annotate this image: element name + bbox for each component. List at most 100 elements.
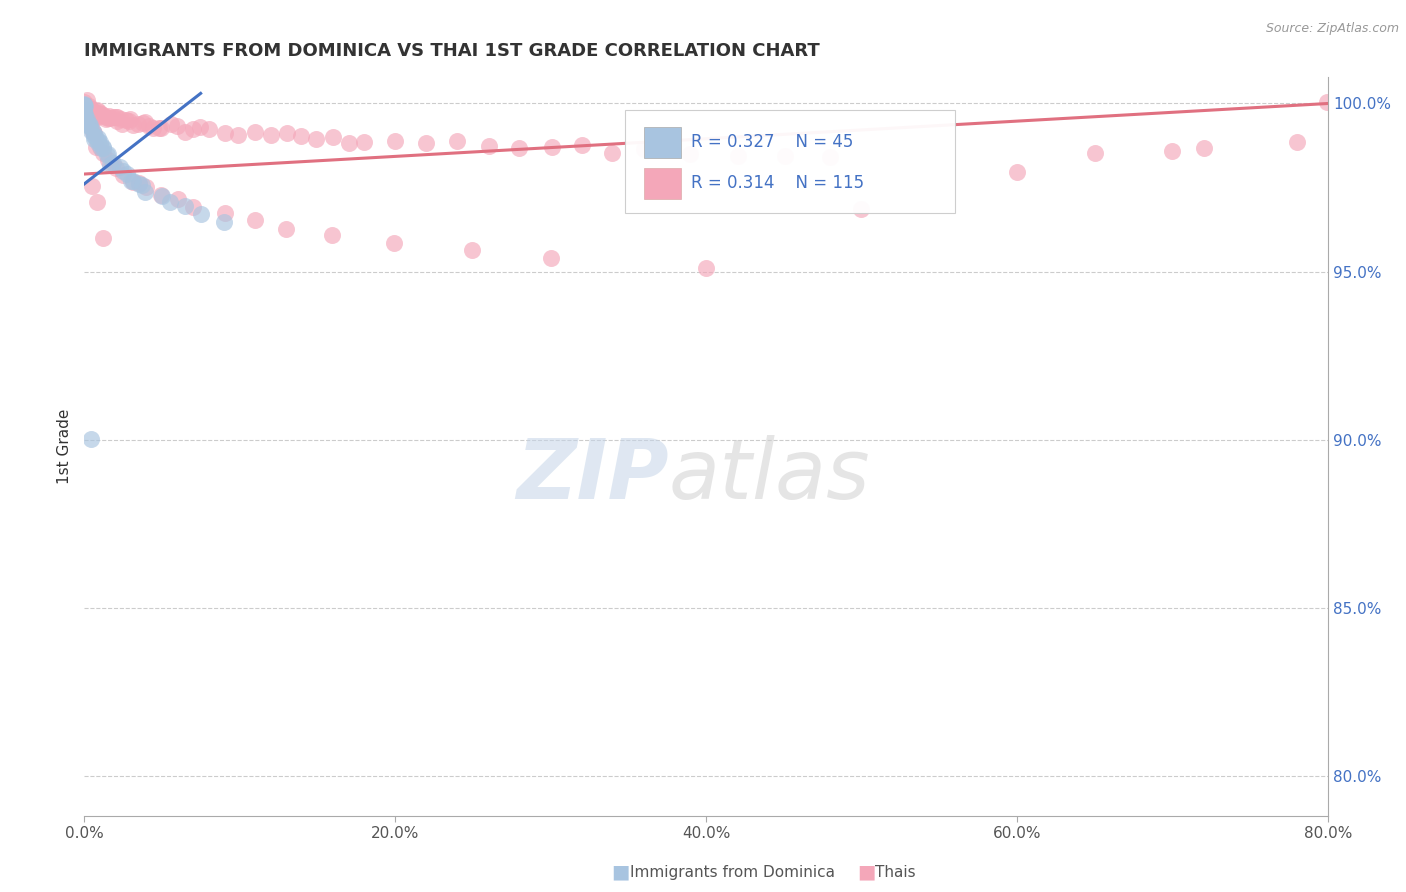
Point [73, 95, 96, 109]
Text: R = 0.327    N = 45: R = 0.327 N = 45 [692, 134, 853, 152]
Point [84, 128, 107, 143]
Point [290, 128, 312, 143]
Point [79, 119, 101, 133]
Point [128, 117, 150, 131]
Point [111, 164, 134, 178]
Point [73, 109, 96, 123]
Point [91, 139, 114, 153]
Point [86, 195, 108, 210]
Point [149, 188, 172, 202]
Point [134, 115, 156, 129]
Point [118, 114, 141, 128]
Point [382, 236, 405, 251]
Point [73, 103, 96, 117]
Point [173, 126, 195, 140]
Point [105, 114, 128, 128]
Point [73, 97, 96, 112]
Point [131, 116, 153, 130]
Point [80, 102, 103, 116]
Point [79, 102, 101, 116]
Point [107, 110, 129, 124]
Point [166, 120, 188, 134]
Point [87, 106, 110, 120]
Point [87, 136, 110, 151]
Point [571, 137, 593, 152]
Point [121, 175, 143, 189]
FancyBboxPatch shape [626, 110, 955, 213]
Text: ■: ■ [612, 863, 630, 882]
Point [77, 101, 100, 115]
Point [353, 135, 375, 149]
Point [446, 134, 468, 148]
Point [1084, 145, 1107, 160]
Point [76, 94, 98, 108]
Point [679, 146, 702, 161]
Point [80, 179, 103, 194]
Point [159, 117, 181, 131]
Text: Immigrants from Dominica: Immigrants from Dominica [630, 865, 835, 880]
Point [131, 178, 153, 192]
Point [79, 113, 101, 128]
Text: ■: ■ [858, 863, 876, 882]
Point [135, 180, 157, 194]
Point [82, 104, 104, 119]
Text: R = 0.314    N = 115: R = 0.314 N = 115 [692, 174, 865, 192]
Point [477, 139, 499, 153]
Point [82, 125, 104, 139]
Y-axis label: 1st Grade: 1st Grade [58, 409, 72, 484]
Point [110, 112, 132, 127]
Point [87, 110, 110, 124]
Point [1161, 144, 1184, 158]
Point [849, 202, 872, 216]
Point [75, 99, 97, 113]
Point [197, 121, 219, 136]
Point [183, 121, 205, 136]
Point [87, 134, 110, 148]
Point [89, 135, 111, 149]
Bar [644, 127, 681, 158]
Point [77, 120, 100, 134]
Point [76, 118, 98, 132]
Point [1192, 140, 1215, 154]
Point [83, 127, 105, 141]
Text: ZIP: ZIP [516, 435, 669, 516]
Point [80, 117, 103, 131]
Point [305, 131, 328, 145]
Point [214, 206, 236, 220]
Point [115, 112, 138, 127]
Point [91, 141, 114, 155]
Point [73, 98, 96, 112]
Point [82, 107, 104, 121]
Point [73, 102, 96, 116]
Point [166, 193, 188, 207]
Point [86, 131, 108, 145]
Point [128, 176, 150, 190]
Point [321, 228, 343, 243]
Point [73, 106, 96, 120]
Point [276, 126, 298, 140]
Point [1286, 135, 1309, 149]
Text: IMMIGRANTS FROM DOMINICA VS THAI 1ST GRADE CORRELATION CHART: IMMIGRANTS FROM DOMINICA VS THAI 1ST GRA… [84, 42, 820, 60]
Point [337, 136, 360, 150]
Point [190, 207, 212, 221]
Point [75, 99, 97, 113]
Point [105, 161, 128, 175]
Point [77, 117, 100, 131]
Point [89, 140, 111, 154]
Point [96, 111, 118, 125]
Point [540, 251, 562, 265]
Point [128, 177, 150, 191]
Point [83, 132, 105, 146]
Point [111, 117, 134, 131]
Point [104, 110, 127, 124]
Point [96, 147, 118, 161]
Point [90, 141, 112, 155]
Point [384, 134, 406, 148]
Point [727, 148, 749, 162]
Point [260, 128, 283, 142]
Point [188, 120, 211, 134]
Point [245, 213, 267, 227]
Text: Source: ZipAtlas.com: Source: ZipAtlas.com [1265, 22, 1399, 36]
Text: Thais: Thais [875, 865, 915, 880]
Point [122, 118, 145, 132]
